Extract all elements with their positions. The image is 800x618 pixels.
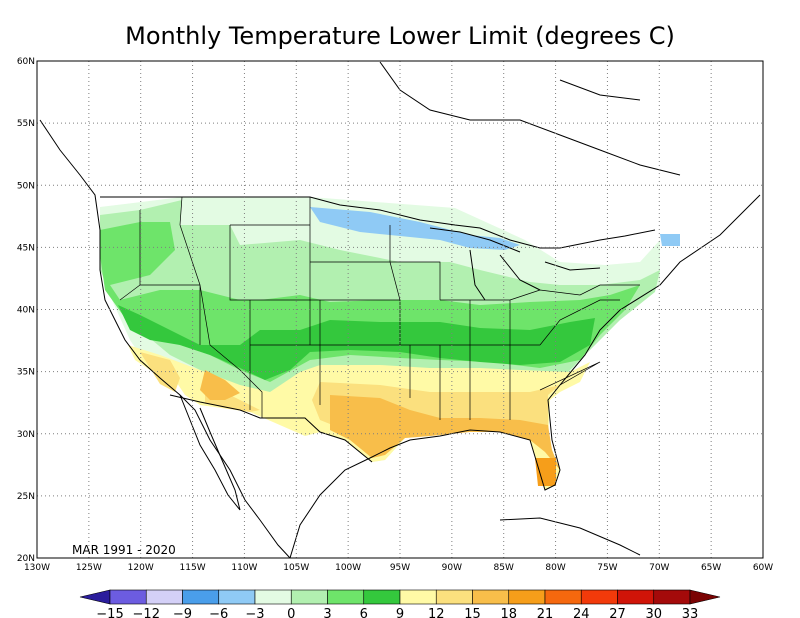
y-tick-label: 25N xyxy=(17,492,35,502)
y-tick-label: 55N xyxy=(17,119,35,129)
geography-outlines xyxy=(39,61,761,558)
colorbar-level-label: 0 xyxy=(287,607,295,618)
gulf-coastline xyxy=(289,194,761,558)
colorbar-level-label: −9 xyxy=(173,607,192,618)
colorbar-level-label: 21 xyxy=(537,607,554,618)
colorbar-swatch xyxy=(327,589,365,605)
colorbar-low-arrow xyxy=(79,589,111,605)
colorbar-swatch xyxy=(218,589,256,605)
colorbar-level-label: 3 xyxy=(323,607,331,618)
colorbar-swatch xyxy=(472,589,510,605)
colorbar-swatch xyxy=(580,589,618,605)
y-axis-ticks: 20N 25N 30N 35N 40N 45N 50N 55N 60N xyxy=(17,57,35,564)
colorbar xyxy=(79,589,721,605)
period-label: MAR 1991 - 2020 xyxy=(72,543,176,557)
colorbar-level-label: 30 xyxy=(645,607,662,618)
colorbar-swatch xyxy=(290,589,328,605)
x-tick-label: 65W xyxy=(701,563,721,573)
colorbar-level-label: −3 xyxy=(245,607,264,618)
y-tick-label: 45N xyxy=(17,243,35,253)
hudson-bay-coast xyxy=(379,61,681,176)
y-tick-label: 50N xyxy=(17,181,35,191)
colorbar-level-label: 15 xyxy=(464,607,481,618)
band-18-21 xyxy=(200,370,560,470)
x-tick-label: 130W xyxy=(24,563,50,573)
colorbar-swatch xyxy=(508,589,546,605)
cuba xyxy=(499,517,641,556)
colorbar-swatch xyxy=(182,589,220,605)
x-tick-label: 80W xyxy=(545,563,565,573)
colorbar-swatch xyxy=(617,589,655,605)
colorbar-labels: −15 −12 −9 −6 −3 0 3 6 9 12 15 18 21 24 27 30 33 xyxy=(96,607,698,618)
band-neg3-0-upper-midwest xyxy=(310,207,520,250)
colorbar-swatch xyxy=(109,589,147,605)
colorbar-level-label: 6 xyxy=(360,607,368,618)
colorbar-high-arrow xyxy=(689,589,721,605)
colorbar-swatch xyxy=(363,589,401,605)
colorbar-level-label: −12 xyxy=(133,607,160,618)
x-tick-label: 110W xyxy=(231,563,257,573)
gridlines xyxy=(37,61,763,558)
x-tick-label: 115W xyxy=(180,563,206,573)
colorbar-swatch xyxy=(145,589,183,605)
colorbar-level-label: −15 xyxy=(96,607,123,618)
y-tick-label: 40N xyxy=(17,306,35,316)
colorbar-level-label: −6 xyxy=(209,607,228,618)
pacific-coastline xyxy=(39,119,291,558)
us-mexico-border xyxy=(169,394,373,463)
colorbar-swatch xyxy=(399,589,437,605)
colorbar-swatch xyxy=(435,589,473,605)
x-axis-ticks: 130W 125W 120W 115W 110W 105W 100W 95W 90W 85W 80W… xyxy=(24,563,773,573)
great-lakes xyxy=(429,227,601,301)
x-tick-label: 125W xyxy=(76,563,102,573)
baja-california xyxy=(179,394,241,511)
x-tick-label: 75W xyxy=(597,563,617,573)
x-tick-label: 70W xyxy=(649,563,669,573)
map-frame xyxy=(36,60,764,559)
x-tick-label: 120W xyxy=(128,563,154,573)
us-canada-border xyxy=(100,196,656,249)
temperature-field xyxy=(100,197,680,490)
state-borders xyxy=(119,196,640,420)
y-tick-label: 60N xyxy=(17,57,35,67)
band-9-12 xyxy=(118,305,595,380)
colorbar-level-label: 33 xyxy=(682,607,699,618)
y-tick-label: 20N xyxy=(17,554,35,564)
x-tick-label: 95W xyxy=(390,563,410,573)
y-tick-label: 30N xyxy=(17,430,35,440)
colorbar-level-label: 27 xyxy=(609,607,626,618)
map-title: Monthly Temperature Lower Limit (degrees… xyxy=(125,22,675,50)
colorbar-level-label: 18 xyxy=(500,607,517,618)
x-tick-label: 105W xyxy=(283,563,309,573)
colorbar-swatch xyxy=(653,589,691,605)
colorbar-swatch xyxy=(254,589,292,605)
colorbar-level-label: 24 xyxy=(573,607,590,618)
band-neg3-0-maine xyxy=(660,234,680,246)
band-21-24 xyxy=(535,458,556,486)
colorbar-level-label: 9 xyxy=(396,607,404,618)
colorbar-swatch xyxy=(544,589,582,605)
x-tick-label: 60W xyxy=(753,563,773,573)
colorbar-level-label: 12 xyxy=(428,607,445,618)
x-tick-label: 100W xyxy=(335,563,361,573)
y-tick-label: 35N xyxy=(17,368,35,378)
x-tick-label: 85W xyxy=(494,563,514,573)
x-tick-label: 90W xyxy=(442,563,462,573)
